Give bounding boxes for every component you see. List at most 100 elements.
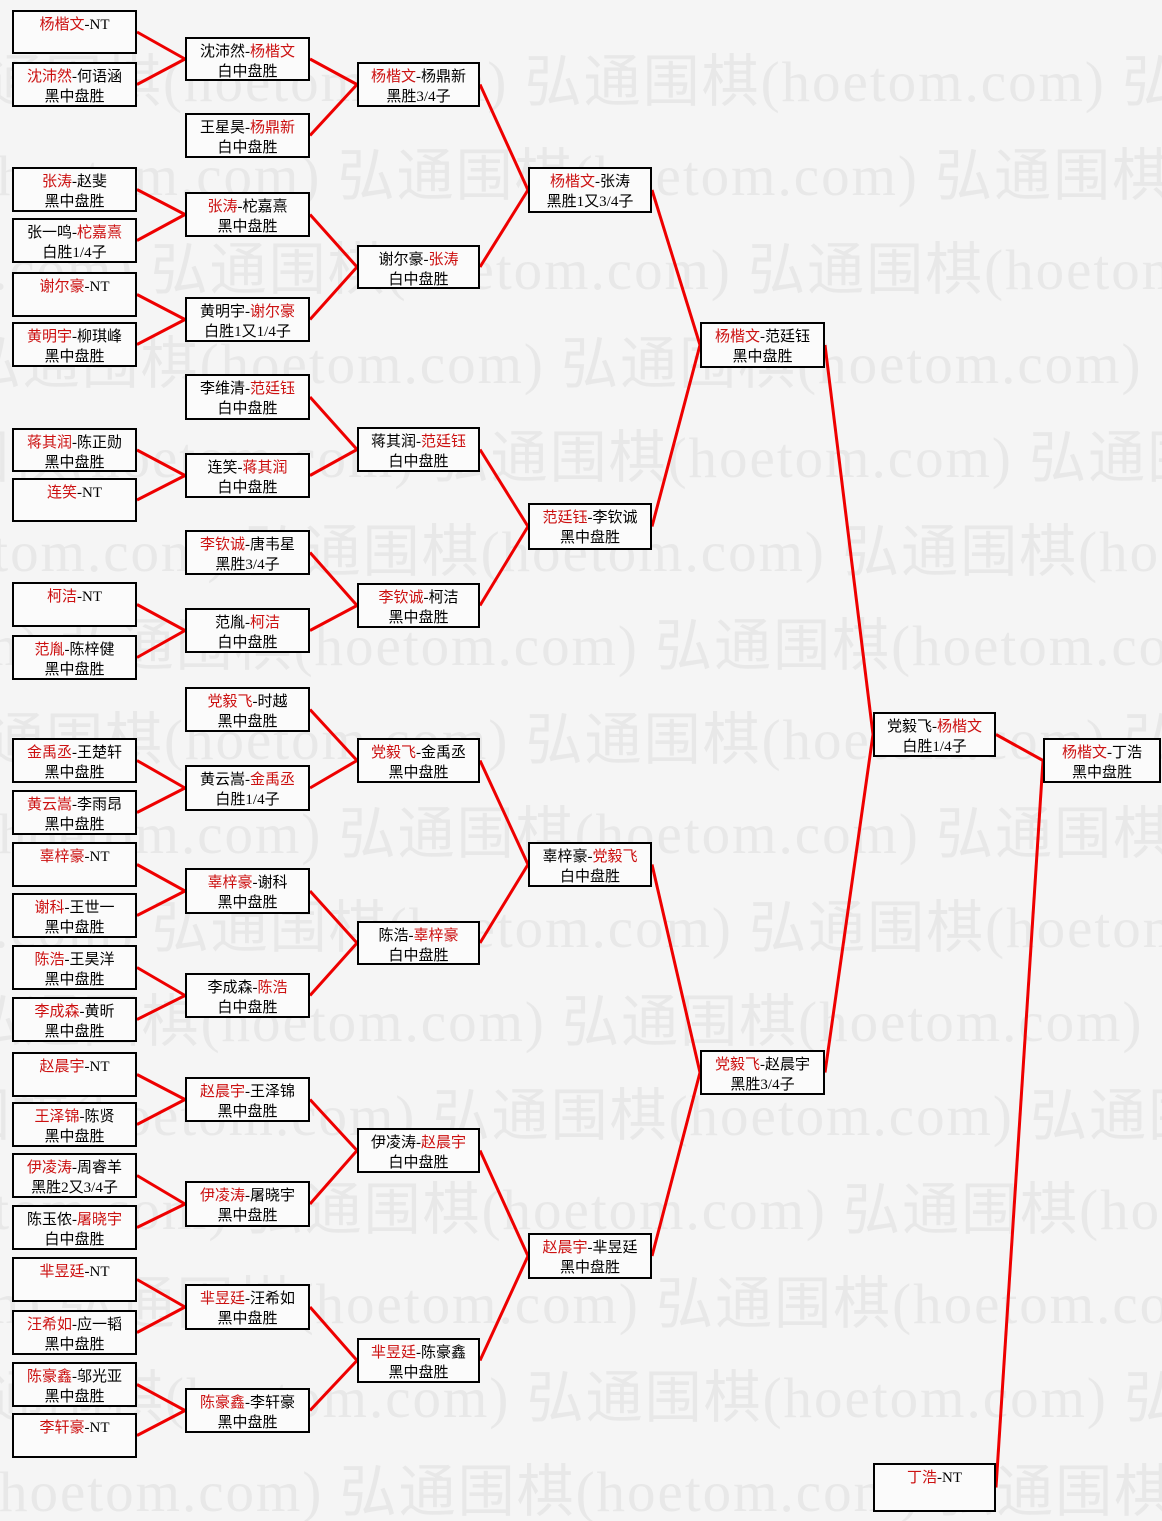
player-name-left: 伊凌涛 [26, 1160, 72, 1176]
player-name-left: 蒋其润 [370, 434, 416, 450]
player-name-right: 李钦诚 [592, 510, 638, 526]
connector-line [136, 1409, 186, 1437]
player-name-left: 李维清 [199, 381, 245, 397]
player-name-left: 蒋其润 [26, 435, 72, 451]
player-name-left: 黄云嵩 [26, 797, 72, 813]
player-name-right: 赵斐 [77, 174, 108, 190]
match-box: 李成森-黄昕 黑中盘胜 [12, 997, 137, 1042]
match-result: 黑中盘胜 [732, 349, 793, 365]
player-separator: - [77, 485, 82, 501]
player-separator: - [84, 279, 90, 295]
match-players: 蒋其润-范廷钰 [359, 432, 478, 452]
player-name-right: 柳琪峰 [77, 329, 123, 345]
match-box: 丁浩-NT [873, 1463, 996, 1512]
player-separator: - [64, 642, 70, 658]
player-name-left: 陈豪鑫 [199, 1395, 245, 1411]
match-result: 黑中盘胜 [559, 530, 620, 546]
player-name-left: 谢科 [34, 900, 65, 916]
connector-line [308, 265, 359, 321]
player-name-right: 杨鼎新 [421, 69, 467, 85]
match-players: 汪希如-应一韬 [14, 1315, 135, 1335]
player-separator: - [595, 174, 600, 190]
match-result [14, 297, 135, 317]
connector-line [650, 864, 702, 1073]
player-name-right: NT [89, 279, 110, 295]
match-players: 连笑-NT [14, 483, 135, 503]
player-separator: - [237, 460, 243, 476]
match-result: 白胜1/4子 [215, 792, 280, 808]
player-separator: - [84, 17, 90, 33]
player-name-left: 范廷钰 [542, 510, 588, 526]
player-separator: - [416, 1345, 421, 1361]
connector-line [136, 293, 186, 321]
connector-line [308, 889, 359, 945]
match-players: 芈昱廷-NT [14, 1262, 135, 1282]
player-name-left: 杨楷文 [370, 69, 416, 85]
match-box: 王星昊-杨鼎新 白中盘胜 [185, 113, 310, 158]
match-box: 沈沛然-何语涵 黑中盘胜 [12, 62, 137, 107]
match-result: 黑中盘胜 [44, 817, 105, 833]
connector-line [136, 57, 186, 86]
player-name-right: 王世一 [69, 900, 115, 916]
match-box: 辜梓豪-党毅飞 白中盘胜 [528, 842, 652, 887]
player-name-right: 张涛 [600, 174, 631, 190]
match-players: 党毅飞-时越 [187, 692, 308, 712]
match-box: 范胤-柯洁 白中盘胜 [185, 608, 310, 653]
match-result: 黑中盘胜 [217, 219, 278, 235]
player-name-left: 陈玉侬 [26, 1212, 72, 1228]
match-box: 金禹丞-王楚轩 黑中盘胜 [12, 738, 137, 783]
player-name-left: 李钦诚 [378, 590, 424, 606]
player-separator: - [245, 615, 250, 631]
match-players: 辜梓豪-NT [14, 847, 135, 867]
match-result: 黑中盘胜 [44, 765, 105, 781]
player-name-right: NT [89, 849, 110, 865]
player-name-right: 丁浩 [1112, 745, 1143, 761]
connector-line [309, 448, 358, 477]
connector-line [994, 760, 1045, 1488]
match-players: 党毅飞-金禹丞 [359, 743, 478, 763]
match-box: 伊凌涛-屠晓宇 黑中盘胜 [185, 1181, 310, 1227]
match-box: 赵晨宇-芈昱廷 黑中盘胜 [528, 1233, 652, 1279]
match-result: 黑中盘胜 [44, 1129, 105, 1145]
player-name-left: 赵晨宇 [39, 1059, 85, 1075]
connector-line [478, 83, 530, 191]
player-name-right: NT [89, 1420, 110, 1436]
player-separator: - [72, 174, 77, 190]
match-players: 杨楷文-杨鼎新 [359, 67, 478, 87]
player-name-left: 黄明宇 [199, 304, 245, 320]
match-players: 陈豪鑫-李轩豪 [187, 1393, 308, 1413]
match-box: 沈沛然-杨楷文 白中盘胜 [185, 37, 310, 81]
match-box: 黄明宇-谢尔豪 白胜1又1/4子 [185, 297, 310, 342]
connector-line [478, 1255, 530, 1362]
connector-line [136, 1174, 186, 1206]
connector-line [650, 344, 702, 527]
player-separator: - [245, 1188, 250, 1204]
player-separator: - [587, 510, 593, 526]
player-name-right: 党毅飞 [592, 849, 638, 865]
match-players: 陈浩-辜梓豪 [359, 926, 478, 946]
connector-line [308, 395, 359, 451]
match-players: 范胤-陈梓健 [14, 640, 135, 660]
player-separator: - [72, 69, 77, 85]
player-name-left: 辜梓豪 [542, 849, 588, 865]
match-box: 汪希如-应一韬 黑中盘胜 [12, 1310, 137, 1355]
player-separator: - [408, 928, 414, 944]
player-name-left: 王泽锦 [34, 1109, 80, 1125]
match-box: 连笑-蒋其润 白中盘胜 [185, 453, 310, 498]
player-name-right: 屠晓宇 [250, 1188, 296, 1204]
match-box: 陈浩-辜梓豪 白中盘胜 [357, 921, 480, 965]
match-box: 赵晨宇-王泽锦 黑中盘胜 [185, 1077, 310, 1122]
player-separator: - [72, 797, 77, 813]
match-result [875, 1488, 994, 1508]
connector-line [823, 734, 875, 1073]
connector-line [478, 863, 530, 944]
player-name-left: 杨楷文 [39, 17, 85, 33]
player-name-right: NT [89, 17, 110, 33]
match-box: 党毅飞-金禹丞 黑中盘胜 [357, 738, 480, 783]
player-name-left: 柯洁 [46, 589, 77, 605]
player-name-right: 王昊洋 [69, 952, 115, 968]
match-result: 黑中盘胜 [44, 972, 105, 988]
connector-line [308, 213, 359, 269]
player-separator: - [72, 1317, 77, 1333]
match-result: 白中盘胜 [217, 635, 278, 651]
